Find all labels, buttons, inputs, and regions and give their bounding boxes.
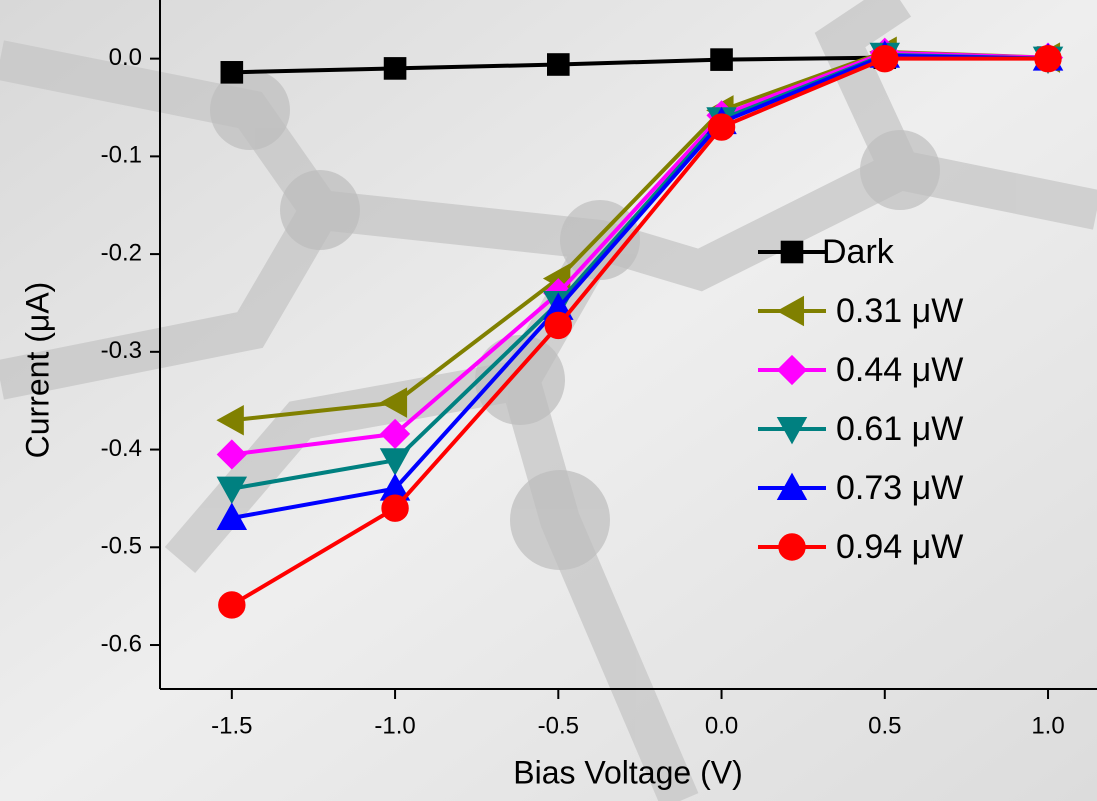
data-point (216, 502, 248, 530)
legend-marker (776, 295, 805, 327)
data-point (220, 61, 244, 84)
legend-marker (776, 472, 808, 501)
legend-marker (778, 533, 806, 561)
y-tick-label: -0.5 (101, 533, 142, 560)
data-point (379, 448, 411, 476)
data-point (216, 476, 248, 505)
legend-marker (776, 354, 808, 386)
series (218, 44, 1062, 619)
data-point (383, 57, 407, 80)
x-tick-label: -1.5 (211, 712, 252, 739)
y-tick-label: -0.4 (101, 435, 142, 462)
y-tick-label: 0.0 (109, 44, 142, 71)
series-line (230, 56, 1049, 607)
legend-label: 0.94 μW (836, 528, 963, 566)
legend-label: 0.73 μW (836, 469, 963, 507)
x-tick-label: -0.5 (538, 712, 579, 739)
legend-label: 0.44 μW (836, 351, 963, 389)
y-tick-label: -0.1 (101, 142, 142, 169)
data-point (381, 494, 409, 522)
data-point (216, 439, 247, 470)
y-axis-title: Current (μA) (19, 282, 55, 459)
data-point (218, 591, 246, 619)
data-point (707, 113, 736, 141)
legend-label: Dark (822, 233, 895, 271)
legend-label: 0.61 μW (836, 410, 963, 448)
data-point (1034, 44, 1062, 73)
legend-marker (780, 240, 804, 264)
series-line (231, 53, 1049, 520)
data-point (547, 53, 570, 76)
data-point (379, 387, 408, 418)
legend-label: 0.31 μW (836, 292, 963, 330)
x-tick-label: -1.0 (374, 712, 415, 739)
background-atoms (210, 70, 940, 570)
x-tick-label: 1.0 (1031, 712, 1064, 739)
data-point (710, 48, 733, 71)
x-tick-label: 0.0 (705, 712, 738, 739)
y-tick-label: -0.2 (101, 239, 142, 266)
x-tick-label: 0.5 (868, 712, 901, 739)
x-axis-title: Bias Voltage (V) (513, 754, 742, 790)
data-point (544, 311, 573, 340)
legend-marker (776, 416, 808, 445)
y-tick-label: -0.3 (101, 337, 142, 364)
data-point (871, 44, 899, 73)
data-point (216, 404, 244, 436)
y-tick-label: -0.6 (101, 630, 142, 657)
